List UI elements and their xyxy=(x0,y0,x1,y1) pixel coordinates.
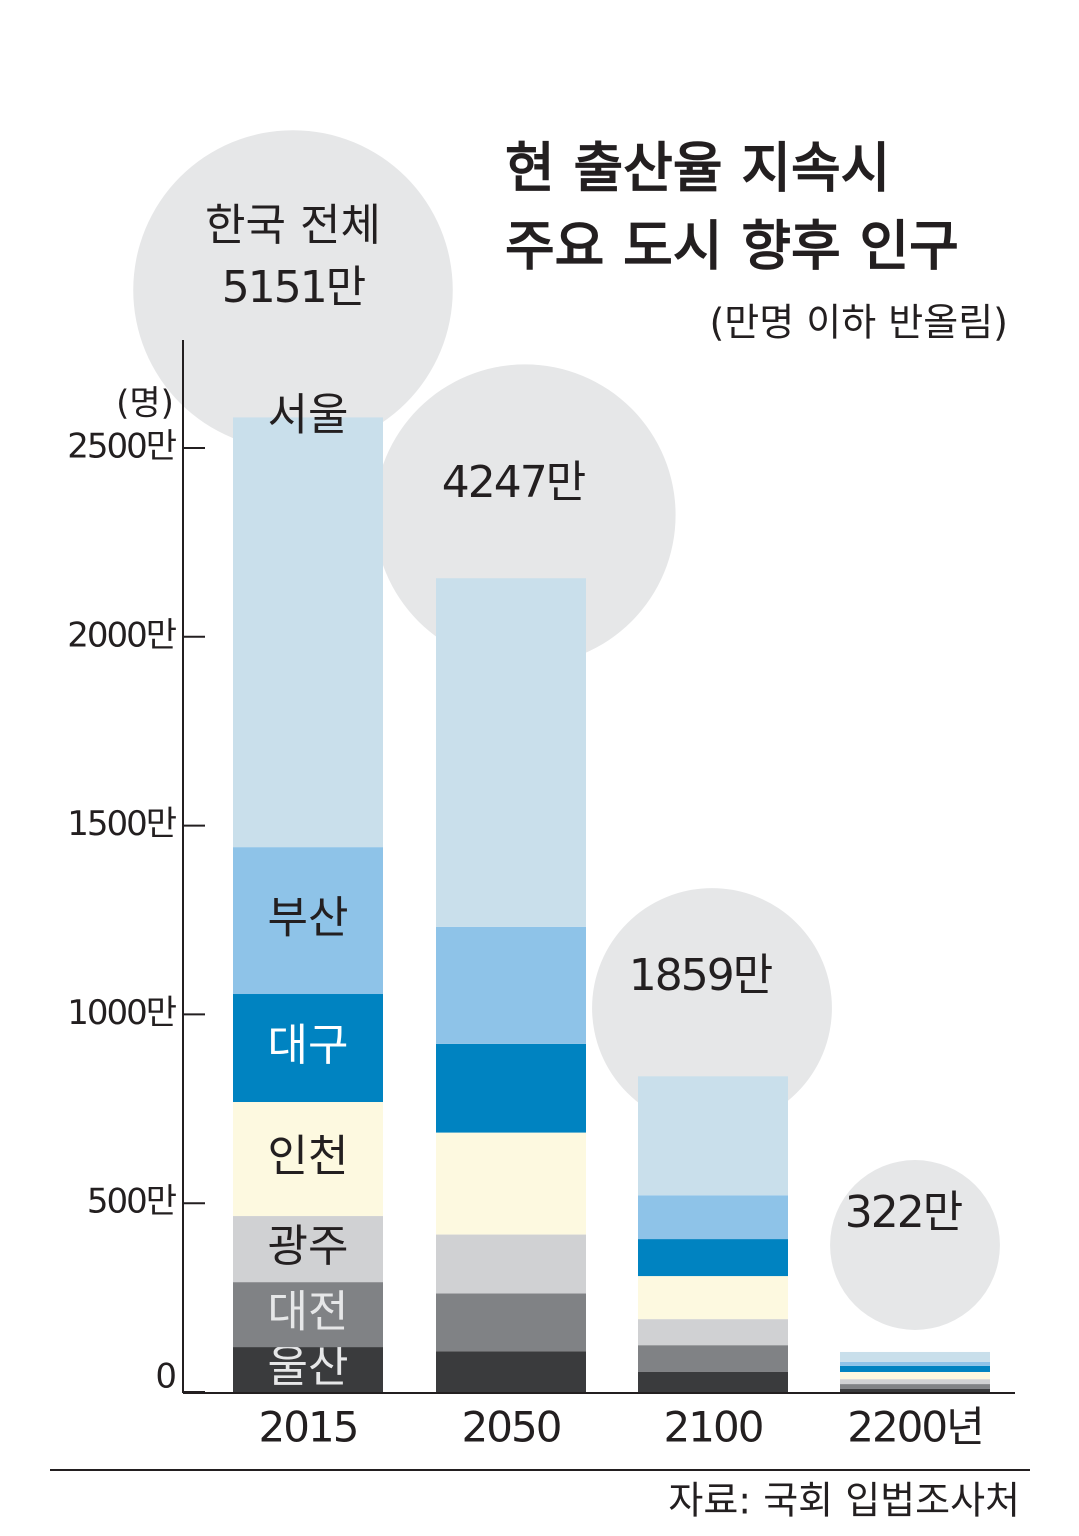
x-tick-label: 2100 xyxy=(664,1403,763,1452)
chart-subtitle: (만명 이하 반올림) xyxy=(709,301,1008,345)
x-tick-label: 2050 xyxy=(462,1403,561,1452)
bar-segment xyxy=(840,1388,990,1392)
total-circles: 5151만 4247만 1859만 322만 한국 전체 xyxy=(133,130,1000,1330)
total-label: 1859만 xyxy=(629,950,772,1001)
total-circle xyxy=(133,130,453,450)
bar-segment xyxy=(436,1234,586,1294)
total-label: 5151만 xyxy=(222,262,365,313)
bar-segment xyxy=(436,926,586,1044)
series-label: 대전 xyxy=(268,1287,349,1338)
bar-segment xyxy=(840,1361,990,1366)
series-label: 광주 xyxy=(268,1221,349,1272)
total-caption: 한국 전체 xyxy=(205,200,381,251)
bar-segment xyxy=(233,1347,383,1392)
bar-segment xyxy=(233,1102,383,1217)
bar-segment xyxy=(436,1043,586,1133)
bar-segment xyxy=(840,1371,990,1380)
bar-segment xyxy=(233,417,383,848)
bar-segment xyxy=(638,1195,788,1240)
source: 자료: 국회 입법조사처 xyxy=(668,1479,1020,1523)
bar-segment xyxy=(638,1319,788,1346)
bar-segment xyxy=(233,1216,383,1283)
bar-segment xyxy=(638,1239,788,1277)
series-label: 인천 xyxy=(268,1131,349,1182)
bar-segment xyxy=(233,994,383,1103)
bar-segment xyxy=(840,1384,990,1389)
y-tick-label: 1000만 xyxy=(67,993,177,1033)
bar-segment xyxy=(436,578,586,927)
x-tick-label: 2015 xyxy=(259,1403,358,1452)
chart-title: 현 출산율 지속시 xyxy=(505,137,890,200)
bar-segment xyxy=(233,847,383,995)
bar-segment xyxy=(436,1293,586,1352)
bar-segment xyxy=(436,1132,586,1235)
series-label: 부산 xyxy=(268,893,349,944)
bar-segment xyxy=(840,1351,990,1362)
y-tick-label: 0 xyxy=(155,1357,175,1397)
total-circle xyxy=(592,888,832,1128)
y-tick-label: 2000만 xyxy=(67,615,177,655)
chart-title: 주요 도시 향후 인구 xyxy=(505,215,959,278)
y-tick-label: 1500만 xyxy=(67,804,177,844)
y-unit: (명) xyxy=(116,384,174,424)
bar-segment xyxy=(638,1371,788,1392)
bar-segment xyxy=(638,1345,788,1372)
series-label: 서울 xyxy=(268,389,349,440)
series-label: 대구 xyxy=(268,1020,349,1071)
bar-segment xyxy=(233,1282,383,1348)
total-label: 322만 xyxy=(845,1187,962,1238)
bar-segment xyxy=(840,1365,990,1372)
bar-segment xyxy=(638,1076,788,1196)
total-circle xyxy=(830,1160,1000,1330)
bar-segment xyxy=(840,1379,990,1385)
total-label: 4247만 xyxy=(442,457,585,508)
series-label: 울산 xyxy=(268,1342,349,1393)
y-tick-label: 500만 xyxy=(87,1182,177,1222)
bar-segment xyxy=(638,1276,788,1320)
bar-segment xyxy=(436,1351,586,1392)
y-tick-label: 2500만 xyxy=(67,427,177,467)
x-tick-label: 2200년 xyxy=(847,1403,983,1452)
